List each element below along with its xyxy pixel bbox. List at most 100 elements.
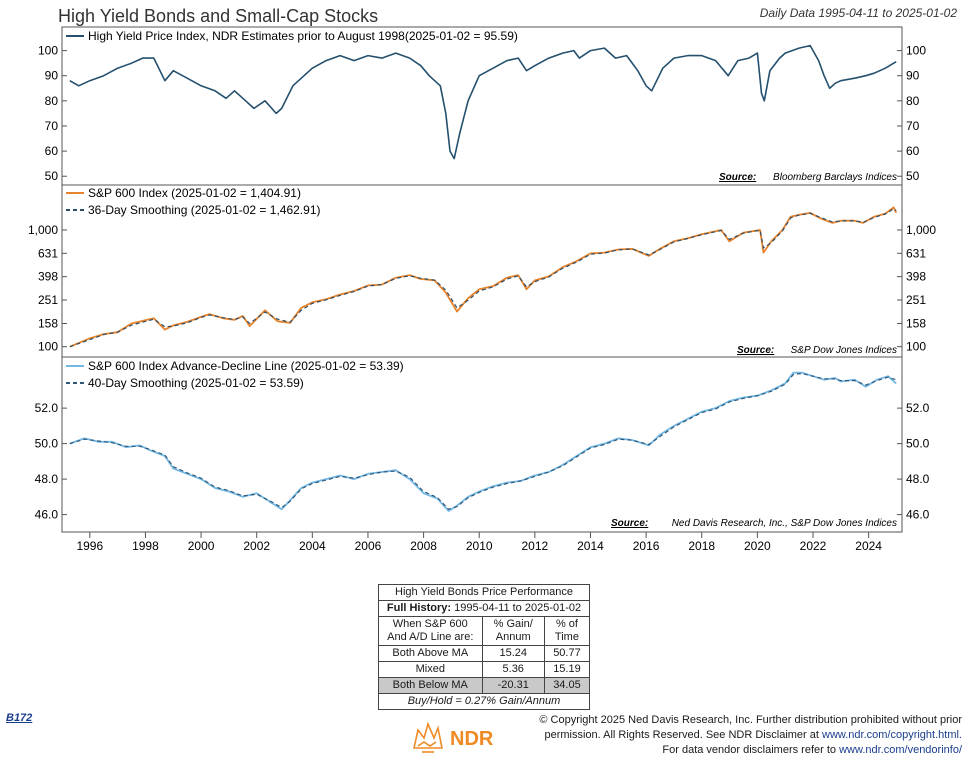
panel-1: 50 50 60 60 70 70 80 80 90 90 100 100 [38, 44, 926, 184]
copyright-block: © Copyright 2025 Ned Davis Research, Inc… [522, 713, 962, 758]
legend-ad: S&P 600 Index Advance-Decline Line (2025… [88, 359, 404, 373]
series-line-raw [69, 371, 897, 512]
row-gain: 5.36 [481, 661, 545, 678]
copyright-text-2: permission. All Rights Reserved. See NDR… [544, 729, 819, 741]
y-tick-label-right: 100 [906, 44, 926, 58]
y-tick-label-left: 52.0 [35, 401, 59, 415]
x-tick-label: 2000 [188, 539, 215, 553]
y-tick-label-left: 80 [45, 94, 59, 108]
source-3: Ned Davis Research, Inc., S&P Dow Jones … [672, 518, 897, 529]
row-gain: -20.31 [481, 677, 545, 694]
y-tick-label-right: 60 [906, 144, 920, 158]
chart-code-link[interactable]: B172 [6, 712, 33, 724]
y-tick-label-right: 70 [906, 119, 920, 133]
row-label: Both Below MA [378, 677, 483, 694]
table-col1-header: When S&P 600 And A/D Line are: [378, 616, 483, 646]
table-row: Both Above MA 15.24 50.77 [378, 645, 591, 662]
table-history: Full History: 1995-04-11 to 2025-01-02 [378, 600, 590, 617]
y-tick-label-right: 158 [906, 316, 926, 330]
date-range: Daily Data 1995-04-11 to 2025-01-02 [760, 6, 958, 20]
x-tick-label: 2008 [410, 539, 437, 553]
table-row: Both Below MA -20.31 34.05 [378, 677, 591, 694]
y-tick-label-left: 60 [45, 144, 59, 158]
y-tick-label-left: 50 [45, 169, 59, 183]
source-label-2: Source: [737, 345, 774, 356]
y-tick-label-right: 1,000 [906, 223, 936, 237]
y-tick-label-right: 100 [906, 340, 926, 354]
copyright-line-1: © Copyright 2025 Ned Davis Research, Inc… [539, 714, 962, 726]
panel-3-source: Source: Ned Davis Research, Inc., S&P Do… [611, 518, 897, 529]
x-tick-label: 2012 [521, 539, 548, 553]
source-2: S&P Dow Jones Indices [791, 345, 897, 356]
x-tick-label: 2002 [243, 539, 270, 553]
table-title: High Yield Bonds Price Performance [378, 584, 590, 601]
x-tick-label: 2020 [744, 539, 771, 553]
y-tick-label-right: 46.0 [906, 508, 930, 522]
y-tick-label-left: 100 [38, 44, 58, 58]
series-line-smoothing [69, 208, 897, 348]
row-time: 50.77 [543, 645, 591, 662]
series-line-raw [69, 44, 897, 160]
x-tick-label: 2022 [800, 539, 827, 553]
x-tick-label: 2006 [355, 539, 382, 553]
vendor-info-link[interactable]: www.ndr.com/vendorinfo/ [839, 744, 962, 756]
y-tick-label-left: 70 [45, 119, 59, 133]
y-tick-label-right: 80 [906, 94, 920, 108]
y-tick-label-right: 52.0 [906, 401, 930, 415]
chart-title: High Yield Bonds and Small-Cap Stocks [58, 6, 378, 26]
row-gain: 15.24 [481, 645, 545, 662]
y-tick-label-right: 48.0 [906, 472, 930, 486]
y-tick-label-left: 100 [38, 340, 58, 354]
y-tick-label-right: 50.0 [906, 437, 930, 451]
x-tick-label: 2010 [466, 539, 493, 553]
legend-sp600: S&P 600 Index (2025-01-02 = 1,404.91) [88, 186, 301, 200]
table-history-value: 1995-04-11 to 2025-01-02 [454, 602, 582, 614]
row-time: 34.05 [543, 677, 591, 694]
series-line-raw [69, 206, 898, 348]
panel-2-source: Source: S&P Dow Jones Indices [737, 345, 897, 356]
x-tick-label: 1996 [76, 539, 103, 553]
y-tick-label-left: 1,000 [28, 223, 58, 237]
y-tick-label-right: 398 [906, 270, 926, 284]
legend-ad-smooth: 40-Day Smoothing (2025-01-02 = 53.59) [88, 376, 304, 390]
table-col3-header: % of Time [543, 616, 591, 646]
x-tick-label: 1998 [132, 539, 159, 553]
y-tick-label-right: 90 [906, 69, 920, 83]
copyright-line-3: For data vendor disclaimers refer to www… [522, 743, 962, 758]
panel-2: 100 100 158 158 251 251 398 398 631 631 1,000 1,000 [28, 206, 936, 354]
table-footnote: Buy/Hold = 0.27% Gain/Annum [378, 693, 590, 710]
bull-bear-icon [413, 721, 443, 753]
copyright-link[interactable]: www.ndr.com/copyright.html. [822, 729, 962, 741]
x-axis: 1996 1998 2000 2002 2004 2006 2008 2010 2012 2014… [76, 532, 882, 553]
copyright-text-3: For data vendor disclaimers refer to [662, 744, 837, 756]
table-col2-header: % Gain/ Annum [481, 616, 545, 646]
y-tick-label-left: 50.0 [35, 437, 59, 451]
row-time: 15.19 [543, 661, 591, 678]
row-label: Mixed [378, 661, 483, 678]
y-tick-label-right: 251 [906, 293, 926, 307]
x-tick-label: 2018 [688, 539, 715, 553]
x-tick-label: 2004 [299, 539, 326, 553]
y-tick-label-left: 90 [45, 69, 59, 83]
y-tick-label-left: 398 [38, 270, 58, 284]
y-tick-label-right: 50 [906, 169, 920, 183]
panel-2-legend: S&P 600 Index (2025-01-02 = 1,404.91) 36… [66, 186, 320, 217]
y-tick-label-right: 631 [906, 246, 926, 260]
x-tick-label: 2024 [855, 539, 882, 553]
table-history-label: Full History: [386, 602, 452, 614]
x-tick-label: 2016 [633, 539, 660, 553]
y-tick-label-left: 48.0 [35, 472, 59, 486]
source-label-3: Source: [611, 518, 648, 529]
ndr-logo: NDR [413, 721, 494, 753]
y-tick-label-left: 158 [38, 316, 58, 330]
table-row: Mixed 5.36 15.19 [378, 661, 591, 678]
row-label: Both Above MA [378, 645, 483, 662]
panel-1-legend: High Yield Price Index, NDR Estimates pr… [66, 29, 518, 43]
panel-1-source: Source: Bloomberg Barclays Indices [719, 172, 897, 183]
panel-1-frame [61, 26, 903, 186]
legend-hy: High Yield Price Index, NDR Estimates pr… [88, 29, 518, 43]
y-tick-label-left: 631 [38, 246, 58, 260]
source-1: Bloomberg Barclays Indices [773, 172, 897, 183]
logo-text: NDR [450, 728, 494, 750]
